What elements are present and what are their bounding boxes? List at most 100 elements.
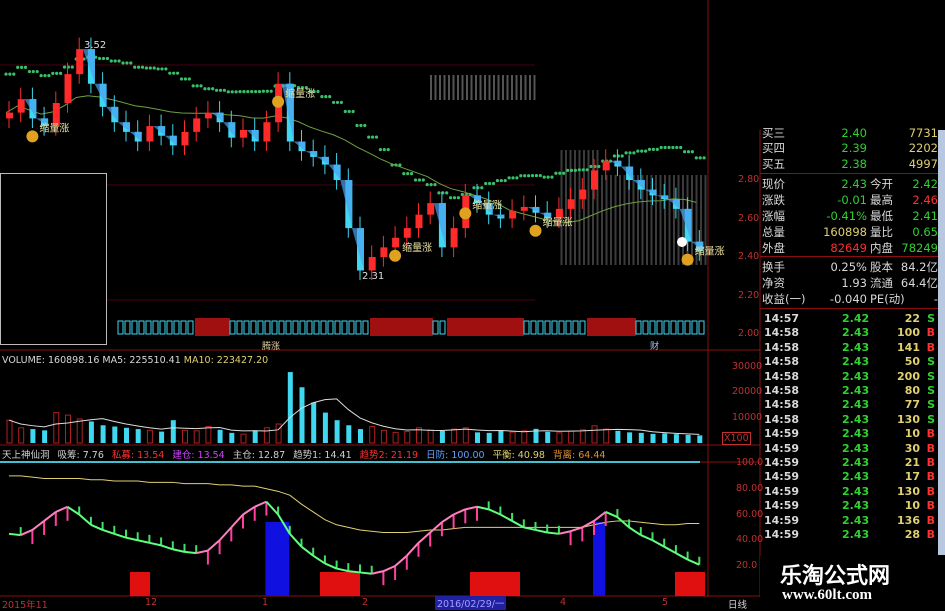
trend-line-segment <box>640 534 653 542</box>
trend-ribbon <box>316 156 329 165</box>
quote-label: 量比 <box>870 225 893 239</box>
chip-bar <box>583 150 585 265</box>
tick-row-item[interactable]: 14:57 2.42 22 S <box>762 312 938 326</box>
quote-label: PE(动) <box>870 292 905 306</box>
indicator-value: 天上神仙洞 <box>2 450 50 461</box>
price-tick: 2.60 <box>738 212 760 224</box>
quote-divider <box>760 308 938 309</box>
tick-row-item[interactable]: 14:58 2.43 130 S <box>762 413 938 427</box>
quote-value: 78249 <box>901 241 938 255</box>
signal-strip-cell <box>670 320 677 335</box>
trend-line-segment <box>336 567 349 573</box>
tick-row-item[interactable]: 14:58 2.43 100 B <box>762 326 938 340</box>
ma-dot <box>8 72 12 76</box>
price-tick: 2.40 <box>738 251 760 262</box>
quote-row: 涨跌 -0.01 最高 2.46 <box>762 193 938 208</box>
signal-strip-cell <box>482 318 489 336</box>
indicator-value: 主仓: 12.87 <box>232 450 286 461</box>
tick-row-item[interactable]: 14:59 2.43 130 B <box>762 485 938 499</box>
signal-strip-cell <box>236 320 243 335</box>
tick-row-item[interactable]: 14:58 2.43 141 B <box>762 341 938 355</box>
chip-bar <box>650 175 653 265</box>
signal-strip-cell <box>468 318 475 336</box>
tick-row-item[interactable]: 14:58 2.43 80 S <box>762 384 938 398</box>
chip-bar <box>497 75 500 100</box>
ma-dot <box>484 181 488 186</box>
trend-ribbon <box>527 206 540 213</box>
volume-header: VOLUME: 160898.16 MA5: 225510.41 MA10: 2… <box>2 355 268 366</box>
quote-value: 0.65 <box>912 225 938 239</box>
signal-strip-cell <box>243 320 250 335</box>
ma-dot <box>62 65 67 69</box>
date-label: 2015年11 <box>2 600 48 611</box>
chip-bar <box>502 75 504 100</box>
chip-bar <box>448 75 450 100</box>
signal-strip-cell <box>152 320 159 335</box>
tick-row-item[interactable]: 14:59 2.43 30 B <box>762 442 938 456</box>
tick-row-item[interactable]: 14:59 2.43 28 B <box>762 528 938 542</box>
tick-row-item[interactable]: 14:58 2.43 77 S <box>762 398 938 412</box>
ma-dot <box>300 86 304 90</box>
chip-bar <box>479 75 482 100</box>
tick-price: 2.43 <box>842 340 870 354</box>
watermark-title: 乐淘公式网 <box>780 564 891 589</box>
trend-line-segment <box>511 520 525 529</box>
volume-bar <box>427 429 434 444</box>
signal-strip-cell <box>285 320 292 335</box>
ma-dot <box>519 174 523 178</box>
signal-strip-cell <box>292 320 299 335</box>
volume-bar <box>146 429 153 444</box>
trend-line-segment <box>184 550 197 555</box>
tick-price: 2.43 <box>842 513 870 527</box>
trend-line-segment <box>359 571 372 575</box>
tick-row-item[interactable]: 14:59 2.43 21 B <box>762 456 938 470</box>
signal-strip-cell <box>159 320 166 335</box>
period-label[interactable]: 日线 <box>728 600 748 611</box>
scrollbar[interactable] <box>938 130 945 555</box>
chip-bar <box>520 75 522 100</box>
ma-dot <box>335 100 340 105</box>
quote-label: 外盘 <box>762 241 785 255</box>
ma-dot <box>191 84 195 88</box>
candle-body <box>520 206 528 211</box>
ma-dot <box>23 65 28 69</box>
tick-row-item[interactable]: 14:59 2.43 17 B <box>762 470 938 484</box>
tick-volume: 28 <box>904 528 920 541</box>
chip-bar <box>430 75 432 100</box>
trend-ribbon <box>36 118 49 127</box>
tick-row-item[interactable]: 14:58 2.43 200 S <box>762 370 938 384</box>
chip-bar <box>610 175 612 265</box>
ma-dot <box>581 168 585 172</box>
ma-dot <box>585 168 589 172</box>
candle-body <box>555 208 563 219</box>
tick-price: 2.43 <box>842 470 870 484</box>
ma-dot <box>43 73 47 78</box>
trend-line-segment <box>465 505 478 511</box>
trend-ribbon <box>328 164 341 180</box>
tick-time: 14:59 <box>764 470 800 484</box>
volume-bar <box>275 423 282 444</box>
signal-up-icon <box>272 95 285 108</box>
volume-bar <box>498 430 504 443</box>
candle-body <box>403 228 411 238</box>
ma-dot <box>667 145 671 150</box>
candle-body <box>193 118 201 132</box>
tick-row-item[interactable]: 14:59 2.43 10 B <box>762 499 938 513</box>
volume-bar <box>100 425 106 443</box>
ma-dot <box>413 178 418 182</box>
tick-row-item[interactable]: 14:58 2.43 50 S <box>762 355 938 369</box>
chip-bar <box>682 175 684 265</box>
signal-strip-cell <box>180 320 187 335</box>
quote-value: 1.93 <box>841 276 867 290</box>
ma-dot <box>507 176 511 180</box>
tick-row-item[interactable]: 14:59 2.43 10 B <box>762 427 938 441</box>
tick-side: B <box>926 513 935 527</box>
tick-time: 14:58 <box>764 398 800 412</box>
trend-ribbon <box>118 122 130 132</box>
chip-bar <box>677 175 680 265</box>
blue-signal-bar <box>593 522 605 596</box>
tick-row-item[interactable]: 14:59 2.43 136 B <box>762 514 938 528</box>
tick-volume: 136 <box>897 513 920 527</box>
price-tick: 2.20 <box>738 289 760 301</box>
